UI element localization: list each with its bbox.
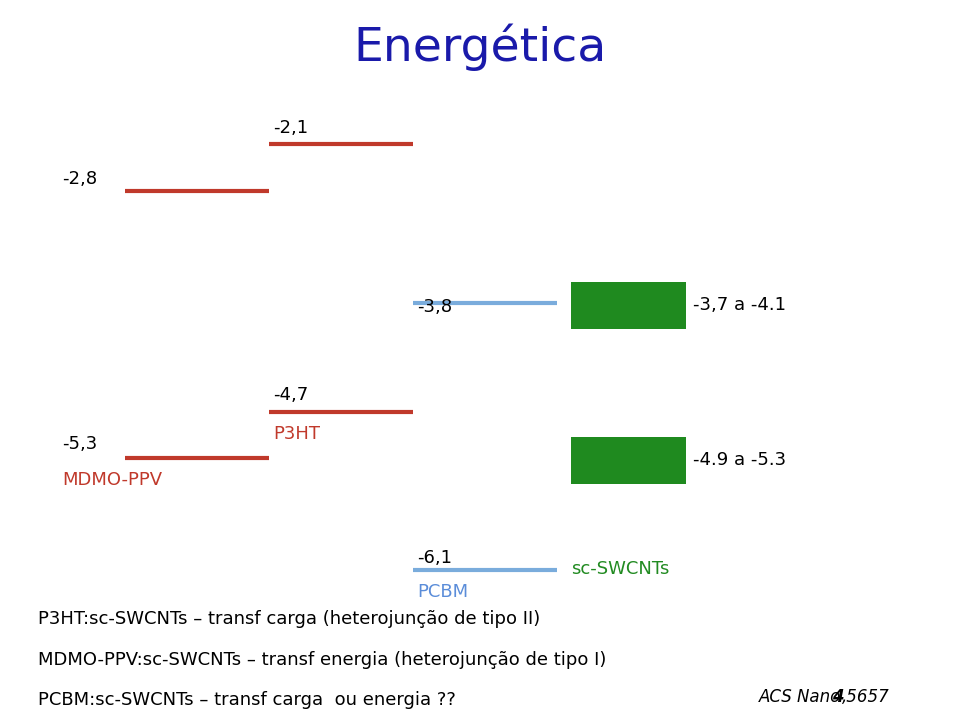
Text: -3,8: -3,8 bbox=[418, 298, 453, 316]
Text: -2,8: -2,8 bbox=[62, 170, 98, 188]
Text: -4,7: -4,7 bbox=[274, 386, 309, 404]
Text: MDMO-PPV:sc-SWCNTs – transf energia (heterojunção de tipo I): MDMO-PPV:sc-SWCNTs – transf energia (het… bbox=[38, 651, 607, 669]
Text: ,5657: ,5657 bbox=[842, 688, 890, 706]
Text: MDMO-PPV: MDMO-PPV bbox=[62, 471, 162, 490]
Text: sc-SWCNTs: sc-SWCNTs bbox=[571, 560, 669, 578]
Bar bbox=[571, 282, 686, 329]
Text: -2,1: -2,1 bbox=[274, 119, 309, 137]
Text: -5,3: -5,3 bbox=[62, 435, 98, 453]
Text: -4.9 a -5.3: -4.9 a -5.3 bbox=[693, 451, 786, 469]
Text: PCBM: PCBM bbox=[418, 583, 468, 601]
Text: ACS Nano: ACS Nano bbox=[758, 688, 846, 706]
Text: Energética: Energética bbox=[353, 23, 607, 71]
Text: PCBM:sc-SWCNTs – transf carga  ou energia ??: PCBM:sc-SWCNTs – transf carga ou energia… bbox=[38, 691, 456, 709]
Text: 4: 4 bbox=[832, 688, 844, 706]
Text: P3HT: P3HT bbox=[274, 425, 321, 443]
Bar bbox=[571, 437, 686, 484]
Text: -6,1: -6,1 bbox=[418, 549, 452, 567]
Text: -3,7 a -4.1: -3,7 a -4.1 bbox=[693, 296, 786, 313]
Text: P3HT:sc-SWCNTs – transf carga (heterojunção de tipo II): P3HT:sc-SWCNTs – transf carga (heterojun… bbox=[38, 610, 540, 628]
